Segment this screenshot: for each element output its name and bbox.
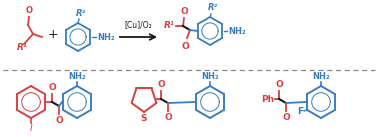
Text: F: F [297,106,303,115]
Text: O: O [275,80,283,89]
Text: O: O [55,116,63,125]
Text: NH₂: NH₂ [201,72,219,81]
Text: NH₂: NH₂ [68,72,86,81]
Text: O: O [164,113,172,122]
Text: [Cu]/O₂: [Cu]/O₂ [125,20,152,29]
Text: R¹: R¹ [17,43,28,52]
Text: R²: R² [208,3,218,12]
Text: O: O [181,42,189,51]
Text: O: O [282,113,290,122]
Text: I: I [30,124,32,133]
Text: NH₂: NH₂ [312,72,330,81]
Text: +: + [48,28,58,41]
Text: Ph: Ph [261,95,274,103]
Text: O: O [48,83,56,92]
Text: O: O [157,80,165,89]
Text: R¹: R¹ [164,22,175,31]
Text: O: O [25,6,33,15]
Text: NH₂: NH₂ [228,26,246,35]
Text: O: O [180,7,188,16]
Text: NH₂: NH₂ [97,32,115,42]
Text: R²: R² [76,9,86,18]
Text: S: S [141,114,147,123]
